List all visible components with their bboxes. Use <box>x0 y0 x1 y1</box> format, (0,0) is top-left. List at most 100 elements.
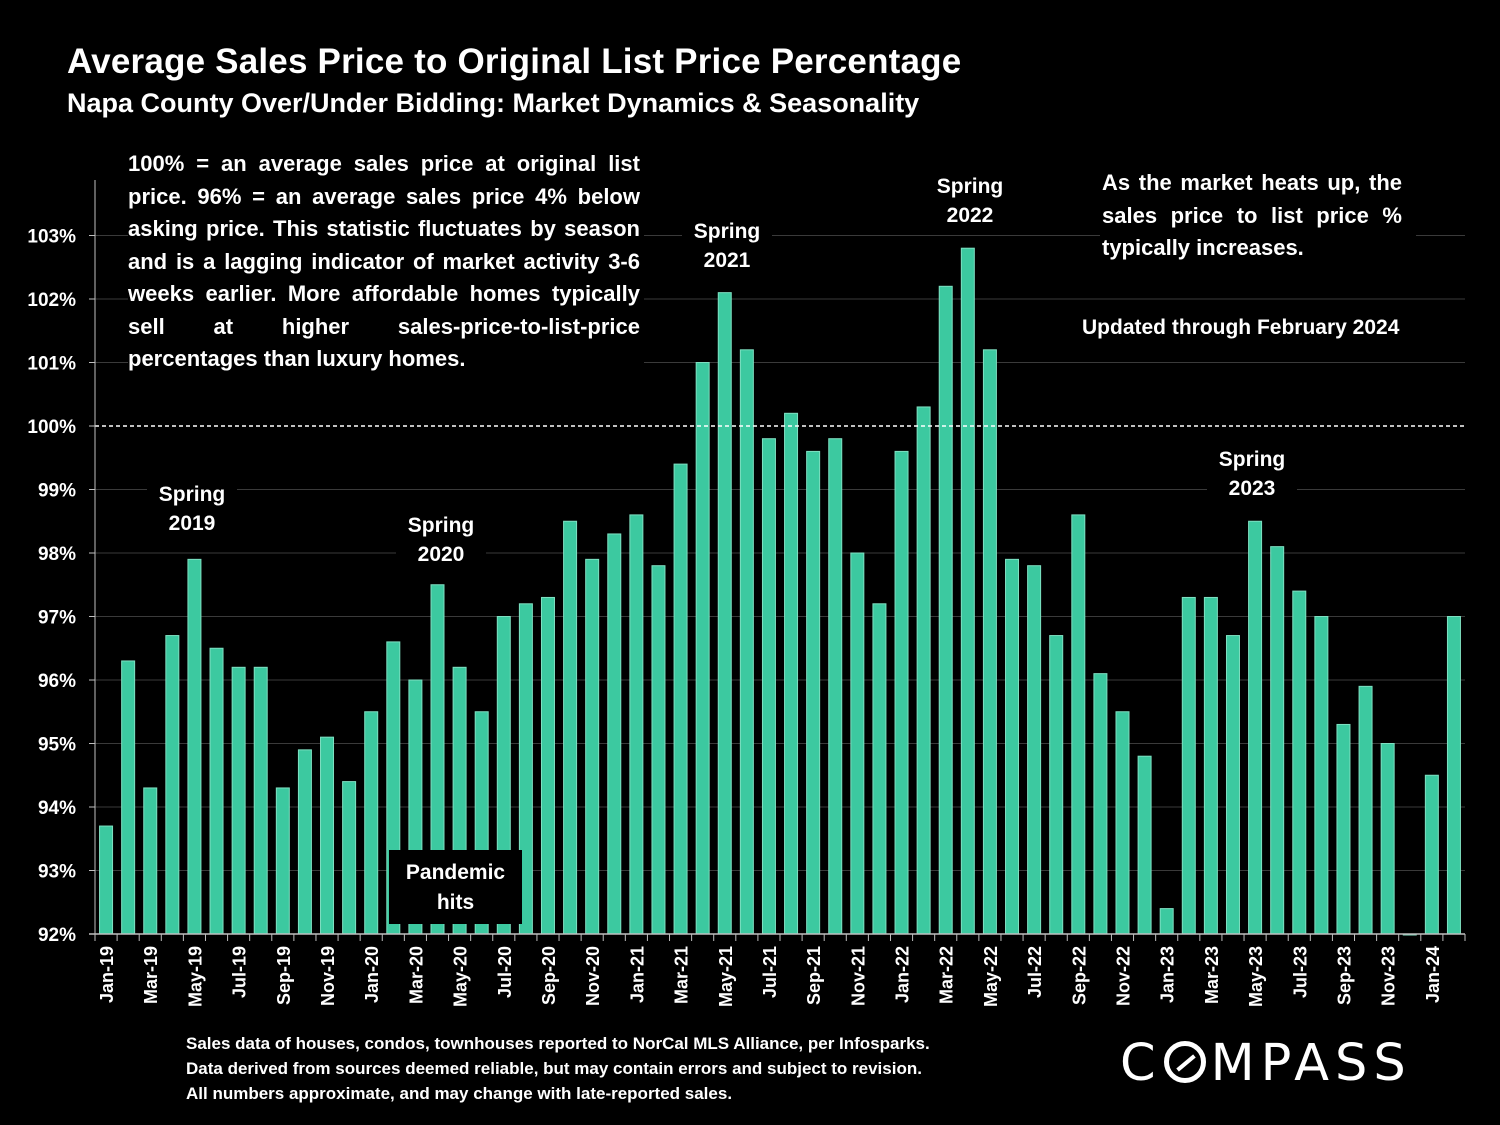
chart-subtitle: Napa County Over/Under Bidding: Market D… <box>67 88 920 118</box>
chart-title: Average Sales Price to Original List Pri… <box>67 42 962 81</box>
bar <box>1270 546 1285 935</box>
x-tick-label: Sep-19 <box>274 946 294 1005</box>
bar <box>342 781 357 935</box>
bar <box>739 349 754 935</box>
bar <box>99 825 114 935</box>
bar <box>894 450 909 935</box>
x-tick-label: Jul-20 <box>495 946 515 998</box>
x-tick-label: Jan-23 <box>1158 946 1178 1003</box>
market-heat-note: As the market heats up, the sales price … <box>1100 167 1416 265</box>
bar <box>1181 596 1196 935</box>
bar <box>209 647 224 935</box>
bar <box>938 285 953 935</box>
x-tick-label: Sep-21 <box>804 946 824 1005</box>
updated-note: Updated through February 2024 <box>1078 316 1404 340</box>
x-tick-label: Mar-23 <box>1202 946 1222 1004</box>
bar <box>165 635 180 935</box>
bar <box>320 736 335 935</box>
x-tick-label: May-21 <box>716 946 736 1007</box>
y-tick-label: 96% <box>38 671 76 692</box>
bar <box>607 533 622 935</box>
x-tick-label: Jul-23 <box>1290 946 1310 998</box>
bar <box>872 603 887 935</box>
axes: 92% 93% 94% 95% 96% 97% 98% 99% 100% 101% 102% 103%… <box>27 180 1466 1007</box>
y-tick-label: 95% <box>38 735 76 756</box>
bar <box>695 362 710 935</box>
bar <box>275 787 290 935</box>
spring-2022-callout: Spring 2022 <box>902 172 1038 230</box>
x-tick-label: Jan-20 <box>362 946 382 1003</box>
bar <box>1005 558 1020 935</box>
bar <box>1137 755 1152 935</box>
bar <box>1049 635 1064 935</box>
x-tick-label: May-23 <box>1246 946 1266 1007</box>
bar <box>982 349 997 935</box>
bar <box>253 666 268 935</box>
bar <box>916 406 931 935</box>
callout-line: 2023 <box>1228 477 1276 500</box>
explanation-note: 100% = an average sales price at origina… <box>128 148 644 376</box>
callout-line: hits <box>436 891 475 914</box>
logo-o-mark <box>1163 1041 1206 1083</box>
x-tick-label: Jan-22 <box>893 946 913 1003</box>
x-tick-label: Jan-21 <box>627 946 647 1003</box>
callout-line: 2021 <box>703 249 751 272</box>
spring-2021-callout: Spring 2021 <box>682 217 772 275</box>
footnote-line: Sales data of houses, condos, townhouses… <box>186 1034 930 1053</box>
bar <box>784 412 799 935</box>
callout-line: Spring <box>407 514 475 537</box>
bar <box>806 450 821 935</box>
callout-line: 2020 <box>417 543 465 566</box>
bar <box>629 514 644 935</box>
bar <box>1225 635 1240 935</box>
bar <box>1336 723 1351 935</box>
x-tick-label: Nov-22 <box>1114 946 1134 1006</box>
x-tick-label: Nov-20 <box>583 946 603 1006</box>
x-tick-label: Nov-23 <box>1379 946 1399 1006</box>
callout-line: 2022 <box>946 204 994 227</box>
bar <box>231 666 246 935</box>
bar <box>850 552 865 935</box>
footnote-line: Data derived from sources deemed reliabl… <box>186 1059 922 1078</box>
y-tick-label: 99% <box>38 481 76 502</box>
y-tick-label: 92% <box>38 925 76 946</box>
y-tick-label: 97% <box>38 608 76 629</box>
bar <box>828 438 843 935</box>
x-tick-label: Jan-24 <box>1423 946 1443 1003</box>
bar <box>1446 616 1461 935</box>
bar <box>673 463 688 935</box>
x-tick-label: Jan-19 <box>97 946 117 1003</box>
x-tick-label: Jul-19 <box>230 946 250 998</box>
bar <box>563 520 578 935</box>
logo-letters: MPASS <box>1210 1034 1412 1093</box>
callout-line: Spring <box>158 483 226 506</box>
bar <box>540 596 555 935</box>
x-tick-label: Jul-22 <box>1025 946 1045 998</box>
x-tick-label: Nov-19 <box>318 946 338 1006</box>
bar <box>1071 514 1086 935</box>
bar <box>187 558 202 935</box>
bar <box>1159 908 1174 935</box>
bar <box>121 660 136 935</box>
bar <box>1380 743 1395 935</box>
bar <box>1027 565 1042 935</box>
bar <box>1115 711 1130 935</box>
spring-2020-callout: Spring 2020 <box>396 511 486 569</box>
x-tick-label: May-19 <box>185 946 205 1007</box>
bar <box>1314 616 1329 935</box>
y-tick-label: 93% <box>38 862 76 883</box>
y-tick-label: 101% <box>27 354 76 375</box>
bar <box>585 558 600 935</box>
bar <box>143 787 158 935</box>
callout-line: Pandemic <box>405 861 506 884</box>
x-tick-label: Sep-23 <box>1334 946 1354 1005</box>
bar <box>1203 596 1218 935</box>
x-tick-label: Mar-19 <box>141 946 161 1004</box>
logo-letter: C <box>1120 1034 1162 1093</box>
callout-line: Spring <box>693 220 761 243</box>
bar <box>297 749 312 935</box>
x-tick-label: Mar-21 <box>672 946 692 1004</box>
bar <box>1093 673 1108 935</box>
x-tick-label: Sep-20 <box>539 946 559 1005</box>
